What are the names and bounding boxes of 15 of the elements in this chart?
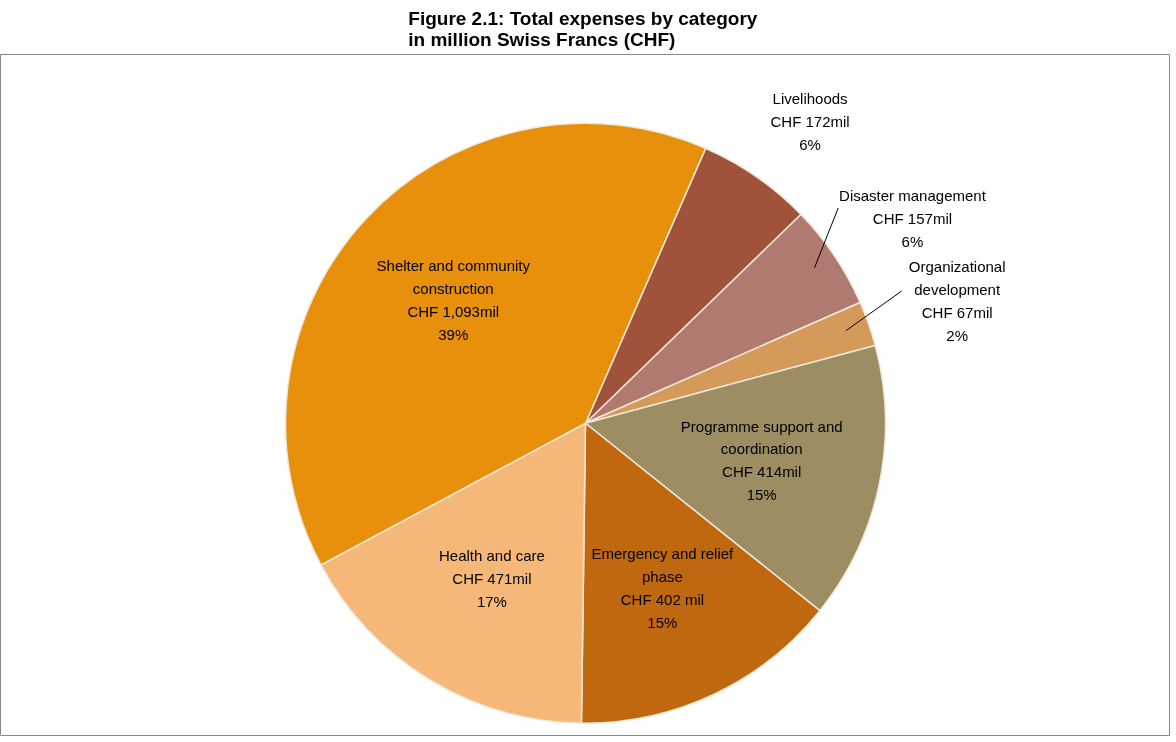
slice-label: Organizational development [908, 258, 1006, 299]
chart-title: Figure 2.1: Total expenses by category in million Swiss Francs (CHF) [408, 7, 758, 50]
data-label: CHF 67mil 2% [921, 304, 993, 345]
data-label: CHF 471mil 17% [452, 570, 532, 611]
slice-label: Programme support and coordination [680, 417, 843, 458]
slice-label: Shelter and community construction [376, 256, 531, 297]
slice-label: Emergency and relief phase [591, 544, 735, 585]
slice-label: Disaster management [839, 186, 987, 204]
slice-label: Health and care [438, 547, 545, 565]
data-label: CHF 402 mil 15% [620, 590, 705, 631]
data-label: CHF 1,093mil 39% [407, 302, 500, 343]
data-label: CHF 414mil 15% [722, 463, 802, 504]
data-label: CHF 157mil 6% [872, 209, 953, 250]
slice-label: Livelihoods [772, 89, 848, 107]
data-label: CHF 172mil 6% [770, 112, 850, 153]
